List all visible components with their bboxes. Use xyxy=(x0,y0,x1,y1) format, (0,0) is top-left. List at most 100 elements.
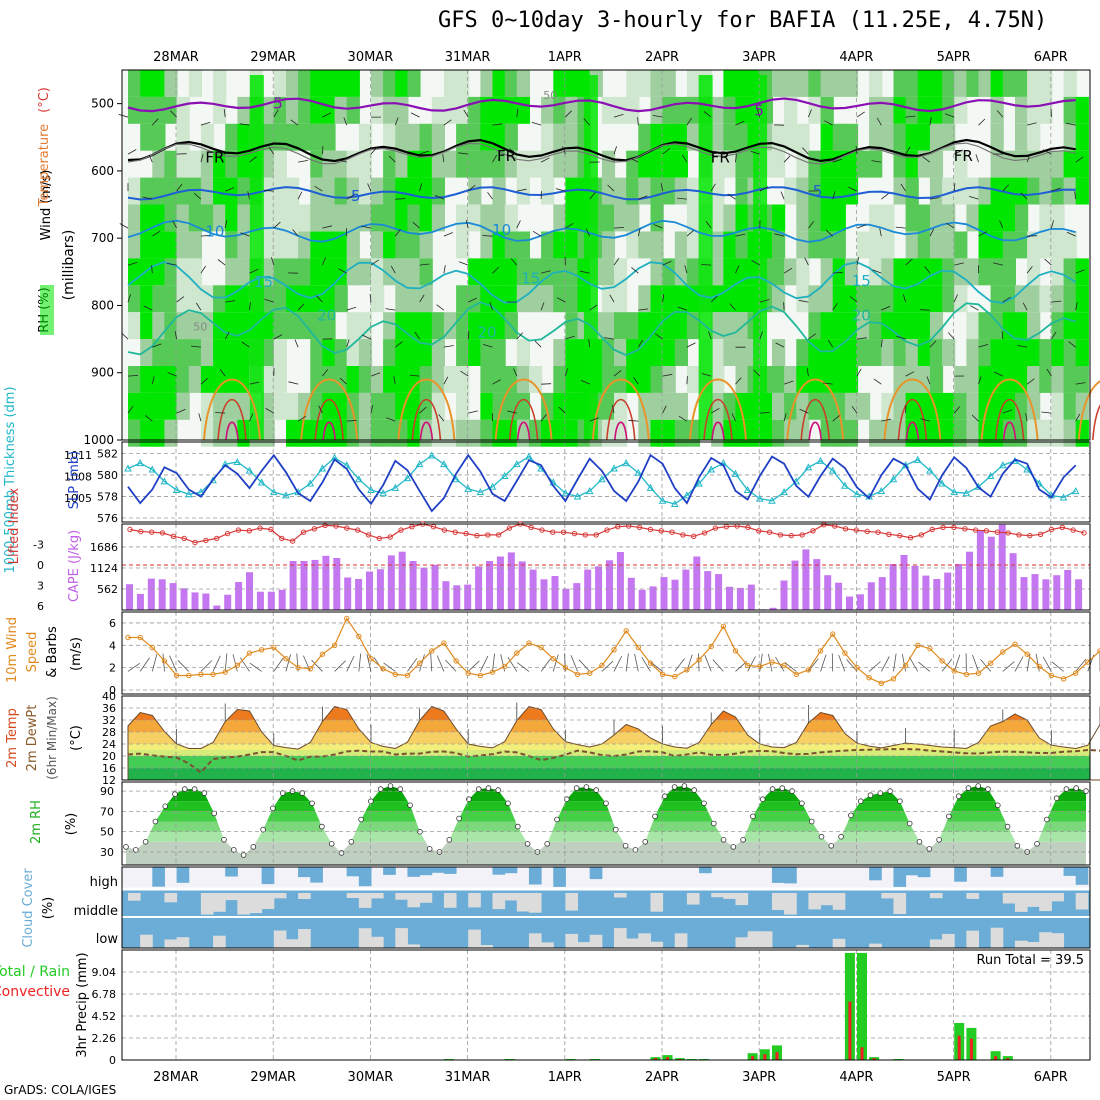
rh-shade-cell xyxy=(1039,285,1053,313)
rh-shade-cell xyxy=(553,339,567,366)
wind10-barb xyxy=(436,655,445,672)
rh-shade-cell xyxy=(383,312,397,340)
contour-label: 5 xyxy=(273,95,283,113)
rh-shade-cell xyxy=(188,150,202,178)
cloud-middle-bar xyxy=(407,893,421,908)
rh-shade-cell xyxy=(638,123,652,151)
wind-barb xyxy=(482,235,493,237)
rh-shade-cell xyxy=(881,339,895,366)
rh-shade-cell xyxy=(650,366,664,393)
wind-tick-label: 6 xyxy=(109,617,116,630)
wind-barb xyxy=(799,408,809,414)
slp-tick-label: 1011 xyxy=(64,449,92,462)
rh-shade-cell xyxy=(1015,204,1029,232)
wind10-barb xyxy=(972,654,979,672)
rh-shade-cell xyxy=(298,231,312,259)
date-label-bottom: 28MAR xyxy=(153,1070,199,1085)
rh-shade-cell xyxy=(334,339,348,366)
wind-barb xyxy=(513,368,518,377)
cape-bar xyxy=(573,583,581,610)
rh-shade-cell xyxy=(164,285,178,313)
rh-shade-cell xyxy=(237,96,251,124)
wind10-marker xyxy=(720,623,727,629)
rh-shade-cell xyxy=(808,285,822,313)
wind10-marker xyxy=(319,651,326,657)
rh-shade-cell xyxy=(857,231,871,259)
rh-marker xyxy=(475,786,482,792)
rh-shade-cell xyxy=(844,285,859,313)
rh-shade-cell xyxy=(322,231,336,259)
wind-barb xyxy=(1074,191,1077,200)
wind-barb xyxy=(896,335,906,340)
rh-shade-cell xyxy=(869,285,883,313)
rh-shade-cell xyxy=(1063,366,1077,393)
rh-shade-cell xyxy=(869,339,883,366)
rh-shade-cell xyxy=(310,339,324,366)
wind-barb xyxy=(143,305,153,311)
cloud-middle-bar xyxy=(1014,893,1028,912)
cape-panel xyxy=(121,523,1091,611)
wind-barb xyxy=(682,154,688,163)
cloud-middle-bar xyxy=(966,893,979,899)
rh-shade-cell xyxy=(225,177,239,205)
wind-barb xyxy=(219,368,226,377)
rh-shade-cell xyxy=(286,312,300,340)
cloud-high-bar xyxy=(553,867,566,887)
cape-bar xyxy=(780,580,788,610)
rh-marker xyxy=(495,787,502,793)
wind-barb xyxy=(613,146,617,155)
rh-shade-cell xyxy=(723,339,737,366)
hottest-contour-loop xyxy=(419,421,434,441)
wind-barb xyxy=(394,229,401,237)
cape-bar xyxy=(900,555,908,610)
wind-barb xyxy=(759,331,763,340)
precip-total-bar xyxy=(857,952,867,1060)
rh-shade-cell xyxy=(686,366,701,393)
rh-shade-cell xyxy=(383,231,397,259)
rh-shade-cell xyxy=(1039,339,1053,366)
run-total-label: Run Total = 39.5 xyxy=(976,953,1084,968)
wind-barb xyxy=(509,148,518,155)
rh-shade-cell xyxy=(383,339,397,366)
rh-shade-cell xyxy=(735,366,749,393)
temp-15-contour-line xyxy=(127,261,1077,304)
warm-contour-loop xyxy=(689,378,747,441)
rh-shade-cell xyxy=(395,177,409,205)
wind10-marker xyxy=(672,673,678,680)
wind-barb xyxy=(954,262,964,266)
rh-shade-cell xyxy=(200,339,215,366)
cloud-low-bar xyxy=(942,933,955,948)
rh-shade-cell xyxy=(1051,366,1065,393)
rh-shade-cell xyxy=(286,70,300,97)
cape-bar xyxy=(616,552,624,610)
rh-marker xyxy=(740,836,746,843)
cloud-middle-bar xyxy=(200,893,214,915)
rh-shade-cell xyxy=(565,258,579,286)
rh-shade-cell xyxy=(200,123,215,151)
rh-shade-cell xyxy=(674,392,688,420)
precip-panel xyxy=(121,949,1091,1061)
wind-barb xyxy=(225,187,235,192)
rh-marker xyxy=(622,842,629,849)
rh-shade-cell xyxy=(225,258,239,286)
cape-bar xyxy=(475,566,483,610)
rh-shade-cell xyxy=(492,392,506,420)
wind10-marker xyxy=(404,672,411,679)
date-label-top: 5APR xyxy=(937,50,971,65)
wind-barb xyxy=(395,341,403,348)
warm-contour-loop xyxy=(980,378,1039,441)
rh-shade-cell xyxy=(626,204,640,232)
wind10-marker xyxy=(890,676,897,682)
thickness-marker xyxy=(403,474,412,482)
lifted-tick-label: 6 xyxy=(37,600,44,613)
thickness-marker xyxy=(269,488,278,496)
hottest-contour-loop xyxy=(322,421,336,441)
wind-barb xyxy=(487,191,493,200)
rh-shade-cell xyxy=(383,123,397,151)
rh-shade-cell xyxy=(237,150,251,178)
rh-shade-cell xyxy=(601,258,616,286)
rh-shade-cell xyxy=(1063,285,1077,313)
rh-shade-cell xyxy=(735,150,749,178)
wind-barb xyxy=(804,257,809,266)
rh-shade-cell xyxy=(261,285,275,313)
